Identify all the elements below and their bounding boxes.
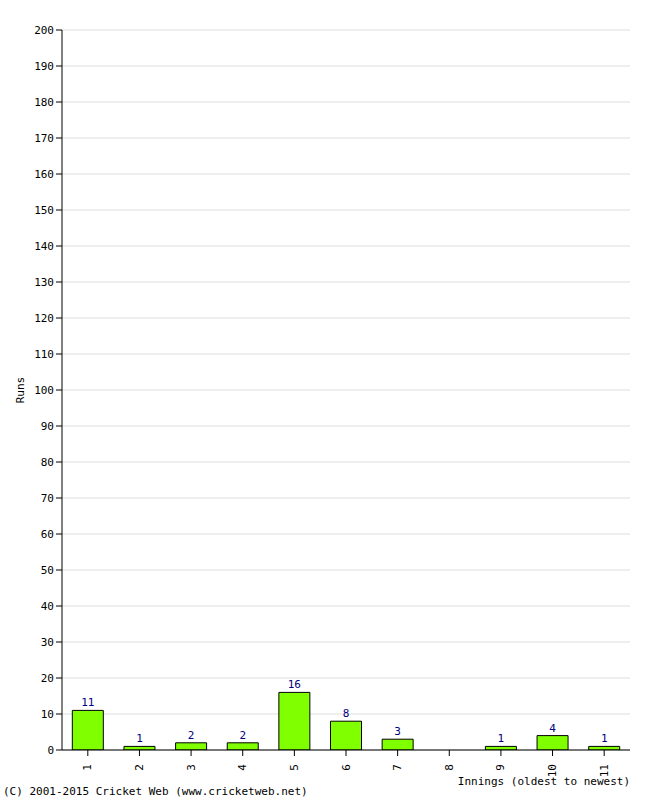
- svg-text:9: 9: [494, 764, 507, 771]
- svg-text:3: 3: [185, 764, 198, 771]
- html-text:(C) 2001-2015 Cricket Web (www: (C) 2001-2015 Cricket Web (www.cricketwe…: [3, 785, 308, 798]
- svg-text:2: 2: [133, 764, 146, 771]
- svg-text:2: 2: [239, 729, 246, 742]
- svg-text:7: 7: [391, 764, 404, 771]
- svg-text:8: 8: [443, 764, 456, 771]
- svg-text:190: 190: [34, 60, 54, 73]
- svg-text:10: 10: [41, 708, 54, 721]
- svg-text:1: 1: [136, 732, 143, 745]
- svg-text:160: 160: [34, 168, 54, 181]
- svg-text:130: 130: [34, 276, 54, 289]
- svg-text:40: 40: [41, 600, 54, 613]
- svg-text:6: 6: [340, 764, 353, 771]
- svg-text:140: 140: [34, 240, 54, 253]
- svg-text:50: 50: [41, 564, 54, 577]
- svg-text:110: 110: [34, 348, 54, 361]
- svg-text:11: 11: [597, 764, 611, 778]
- svg-text:3: 3: [394, 725, 401, 738]
- svg-text:Runs: Runs: [14, 377, 27, 404]
- svg-text:1: 1: [498, 732, 505, 745]
- svg-text:11: 11: [81, 696, 94, 709]
- svg-text:180: 180: [34, 96, 54, 109]
- svg-text:120: 120: [34, 312, 54, 325]
- svg-text:20: 20: [41, 672, 54, 685]
- svg-text:2: 2: [188, 729, 195, 742]
- svg-text:1: 1: [81, 764, 94, 771]
- svg-text:1: 1: [601, 732, 608, 745]
- svg-text:80: 80: [41, 456, 54, 469]
- svg-text:200: 200: [34, 24, 54, 37]
- svg-text:30: 30: [41, 636, 54, 649]
- svg-text:170: 170: [34, 132, 54, 145]
- svg-text:100: 100: [34, 384, 54, 397]
- svg-text:90: 90: [41, 420, 54, 433]
- svg-text:4: 4: [549, 722, 556, 735]
- svg-text:10: 10: [546, 764, 559, 778]
- svg-text:4: 4: [236, 764, 249, 771]
- svg-text:8: 8: [343, 707, 350, 720]
- svg-text:16: 16: [288, 678, 301, 691]
- svg-text:60: 60: [41, 528, 54, 541]
- svg-text:0: 0: [47, 744, 54, 757]
- svg-text:150: 150: [34, 204, 54, 217]
- svg-text:70: 70: [41, 492, 54, 505]
- svg-text:5: 5: [288, 764, 301, 771]
- svg-text:Innings (oldest to newest): Innings (oldest to newest): [458, 775, 630, 788]
